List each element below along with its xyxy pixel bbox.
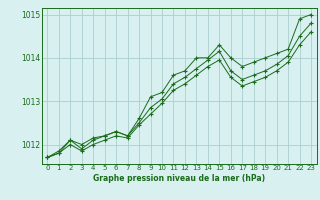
X-axis label: Graphe pression niveau de la mer (hPa): Graphe pression niveau de la mer (hPa) (93, 174, 265, 183)
